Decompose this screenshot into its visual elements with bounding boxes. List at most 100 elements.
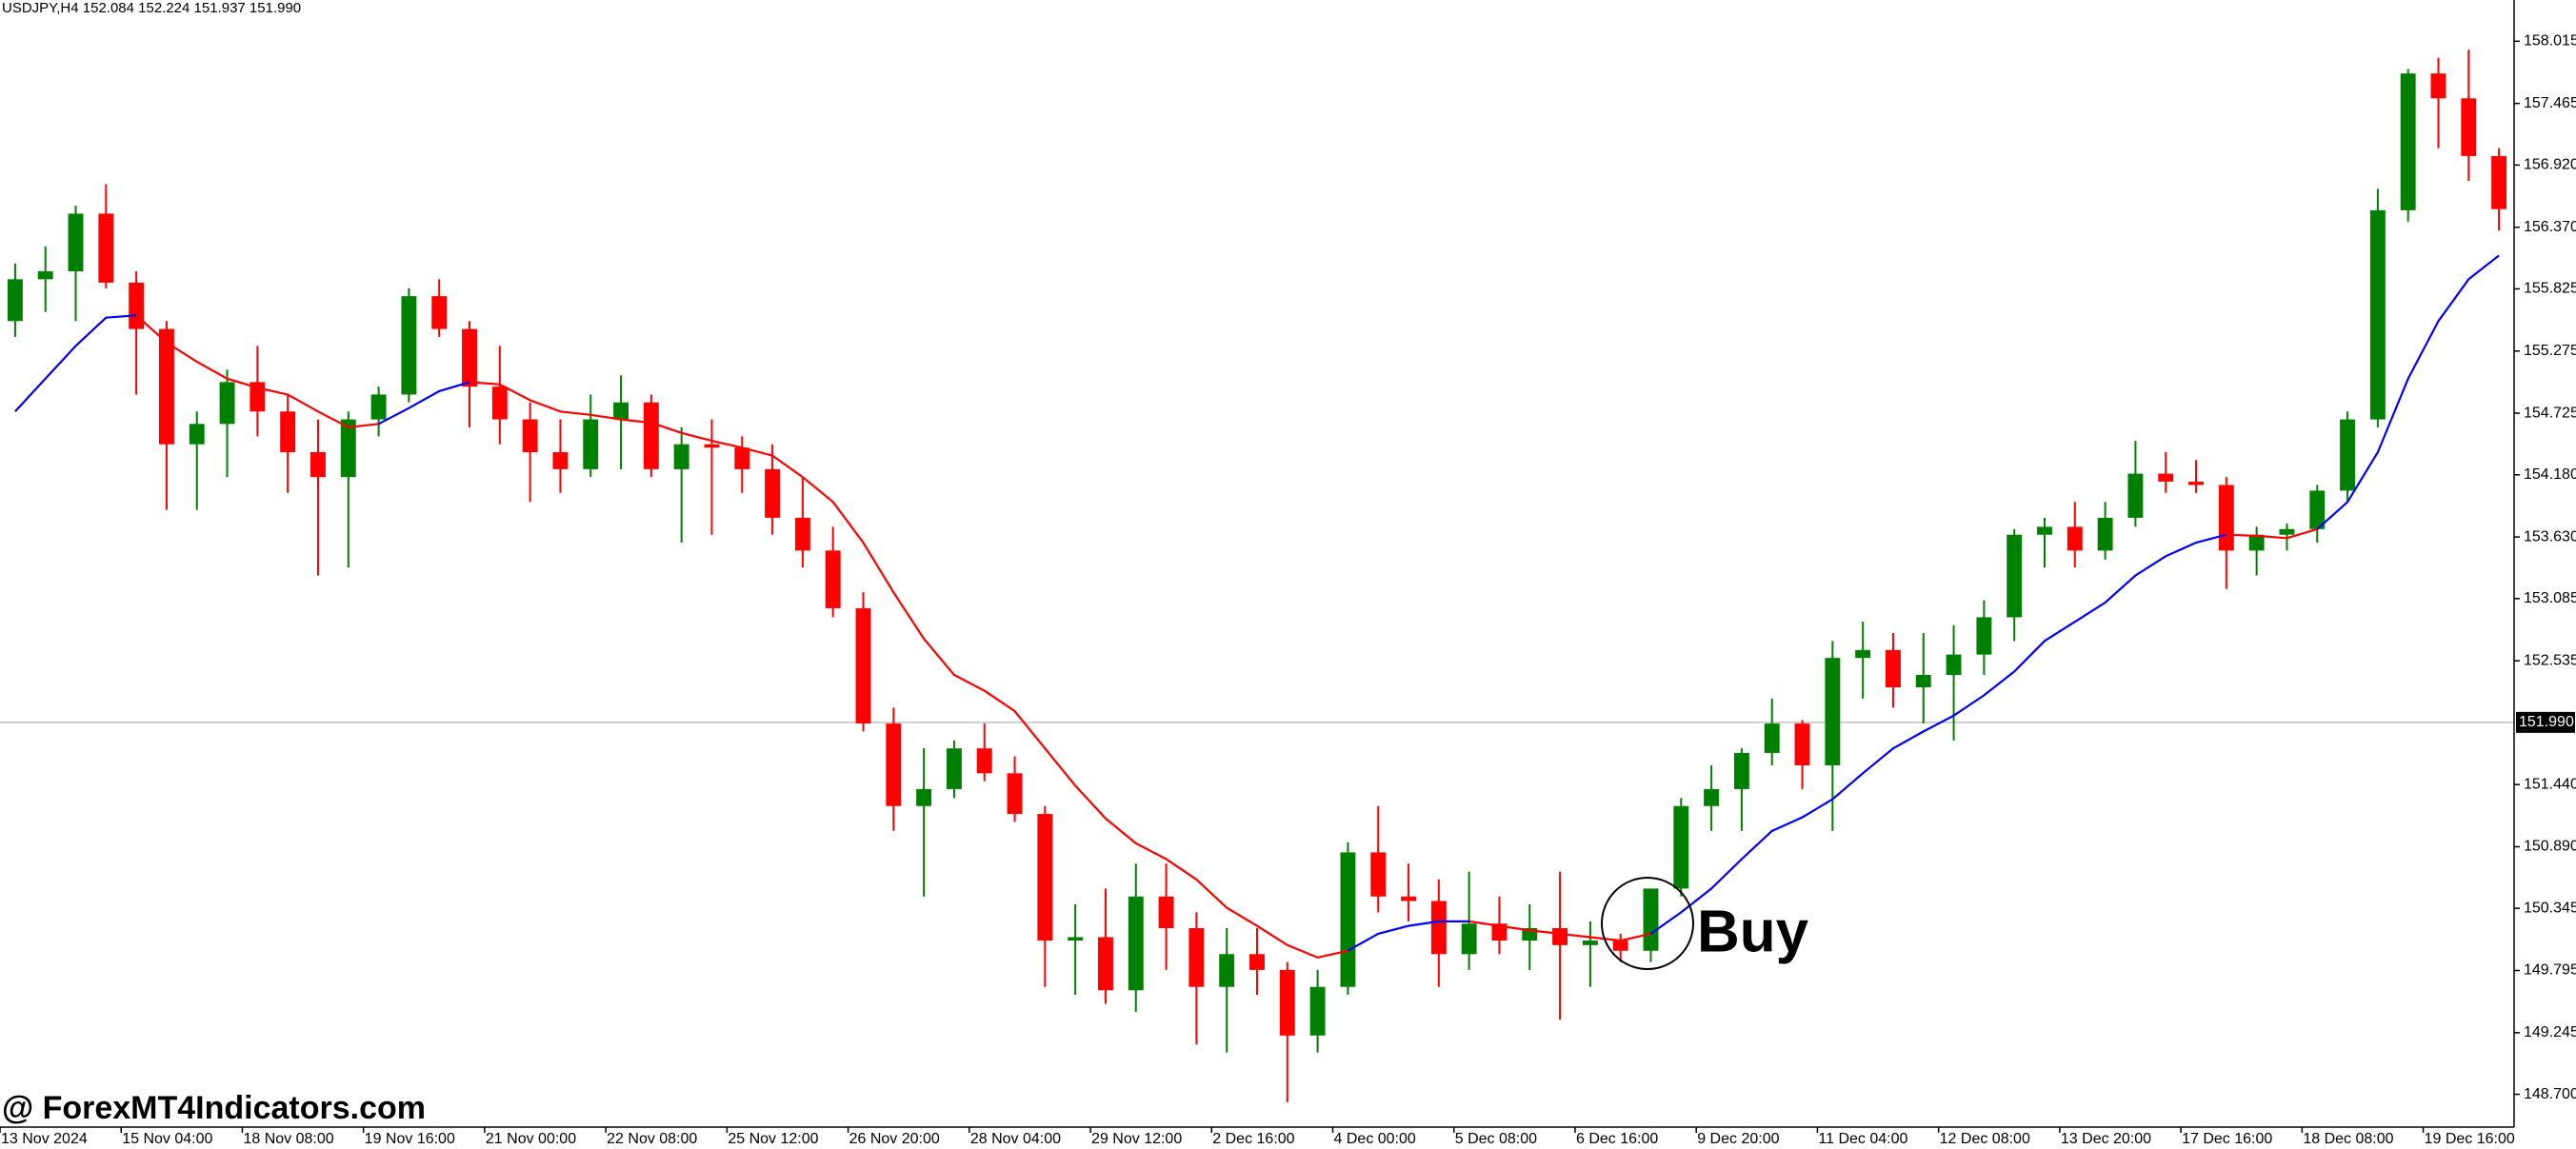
candle-body (2309, 490, 2326, 529)
candle-body (2037, 526, 2052, 535)
x-tick-label: 26 Nov 20:00 (849, 1131, 940, 1147)
x-tick-label: 5 Dec 08:00 (1455, 1131, 1537, 1147)
x-tick-label: 13 Dec 20:00 (2061, 1131, 2151, 1147)
candle-body (310, 452, 326, 478)
y-tick-label: 153.085 (2524, 590, 2576, 606)
candle-body (129, 282, 145, 329)
price-label-box (2516, 711, 2575, 733)
candle-body (1704, 788, 1720, 806)
x-tick-label: 6 Dec 16:00 (1576, 1131, 1658, 1147)
candle-body (1068, 937, 1084, 941)
y-tick-label: 151.440 (2524, 776, 2576, 792)
candle-body (1612, 941, 1628, 951)
plot (0, 50, 2514, 1102)
candle-body (2218, 485, 2234, 551)
candle-body (2400, 73, 2416, 210)
x-tick-label: 22 Nov 08:00 (607, 1131, 697, 1147)
candle-body (704, 444, 720, 448)
y-tick-label: 148.700 (2524, 1086, 2576, 1102)
candle-body (1886, 649, 1901, 688)
y-tick-label: 158.015 (2524, 33, 2576, 50)
y-tick-label: 154.180 (2524, 466, 2576, 483)
y-tick-label: 149.795 (2524, 962, 2576, 979)
candle-body (2369, 209, 2386, 420)
candle-body (643, 402, 659, 469)
candle-body (1309, 986, 1326, 1036)
candle-body (522, 419, 538, 453)
candle-body (491, 386, 508, 420)
candle-body (7, 279, 23, 322)
x-tick-label: 11 Dec 04:00 (1818, 1131, 1907, 1147)
x-tick-label: 18 Dec 08:00 (2303, 1131, 2393, 1147)
chart-title: USDJPY,H4 152.084 152.224 151.937 151.99… (2, 0, 301, 16)
ma-line (135, 314, 2318, 960)
candle-body (916, 788, 932, 806)
candle-body (1491, 923, 1508, 941)
x-tick-label: 21 Nov 00:00 (486, 1131, 576, 1147)
candle-body (189, 424, 205, 445)
candle-body (2188, 481, 2204, 485)
x-tick-label: 2 Dec 16:00 (1212, 1131, 1294, 1147)
candle-body (1279, 969, 1295, 1036)
candle-body (613, 402, 629, 420)
candle-body (2158, 473, 2174, 482)
candle-body (1098, 937, 1113, 991)
candle-body (1430, 901, 1447, 955)
y-tick-label: 157.465 (2524, 95, 2576, 111)
candle-body (1643, 888, 1659, 951)
y-tick-label: 155.275 (2524, 343, 2576, 359)
candle-body (886, 723, 902, 806)
y-tick-label: 153.630 (2524, 528, 2576, 545)
candle-body (431, 296, 448, 329)
candle-body (1764, 723, 1780, 753)
y-tick-label: 156.920 (2524, 157, 2576, 173)
candle-body (765, 468, 781, 518)
price-label: 151.990 (2519, 714, 2574, 730)
candle-body (2127, 473, 2144, 518)
candle-body (976, 748, 992, 774)
candle-body (370, 394, 387, 420)
candle-body (1582, 941, 1598, 945)
x-tick-label: 9 Dec 20:00 (1697, 1131, 1779, 1147)
annotation: Buy (1697, 899, 1809, 964)
x-tick-label: 4 Dec 00:00 (1334, 1131, 1416, 1147)
x-tick-label: 19 Nov 16:00 (365, 1131, 455, 1147)
y-tick-label: 155.825 (2524, 281, 2576, 297)
candle-body (2279, 528, 2295, 535)
candle-body (1825, 658, 1841, 765)
candle-body (2430, 73, 2446, 99)
signal-circle (1601, 877, 1694, 970)
x-tick-label: 28 Nov 04:00 (970, 1131, 1061, 1147)
candle-body (1219, 954, 1235, 987)
candle-body (1855, 649, 1871, 659)
candle-body (401, 296, 417, 395)
candle-body (1461, 923, 1477, 955)
candle-body (552, 452, 569, 469)
candle-body (37, 271, 53, 280)
candle-body (855, 607, 871, 724)
candle-body (1794, 723, 1810, 765)
watermark: @ ForexMT4Indicators.com (2, 1090, 426, 1126)
candle-body (825, 550, 841, 608)
x-tick-label: 12 Dec 08:00 (1940, 1131, 2030, 1147)
candle-body (1249, 954, 1265, 970)
candle-body (1673, 805, 1689, 889)
candle-body (2248, 534, 2265, 551)
x-tick-label: 29 Nov 12:00 (1091, 1131, 1182, 1147)
candle-body (1037, 814, 1053, 941)
candle-body (2461, 98, 2477, 156)
candle-body (1158, 896, 1174, 928)
candle-body (1976, 617, 1992, 655)
candle-body (2097, 517, 2113, 551)
candle-body (2067, 526, 2083, 551)
x-tick-label: 13 Nov 2024 (1, 1131, 88, 1147)
candle-body (946, 748, 962, 789)
candle-body (1401, 896, 1416, 901)
candle-body (68, 213, 84, 272)
y-tick-label: 154.725 (2524, 405, 2576, 421)
candle-body (340, 419, 356, 478)
candle-body (1128, 896, 1144, 991)
candle-body (794, 517, 810, 551)
